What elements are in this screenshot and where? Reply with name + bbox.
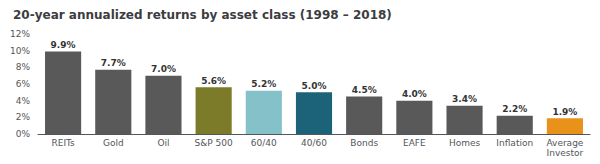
- svg-text:7.0%: 7.0%: [151, 64, 176, 74]
- svg-text:1.9%: 1.9%: [552, 107, 577, 117]
- svg-text:5.0%: 5.0%: [302, 81, 327, 91]
- svg-text:EAFE: EAFE: [403, 138, 426, 148]
- svg-text:S&P 500: S&P 500: [195, 138, 233, 148]
- svg-text:Oil: Oil: [157, 138, 169, 148]
- svg-text:10%: 10%: [10, 46, 30, 56]
- svg-text:8%: 8%: [16, 62, 31, 72]
- svg-text:Homes: Homes: [449, 138, 481, 148]
- svg-text:4.0%: 4.0%: [402, 89, 427, 99]
- svg-text:2%: 2%: [16, 112, 31, 122]
- svg-text:20-year annualized returns by: 20-year annualized returns by asset clas…: [13, 8, 392, 22]
- svg-text:5.2%: 5.2%: [251, 79, 276, 89]
- svg-text:9.9%: 9.9%: [51, 40, 76, 50]
- svg-text:6%: 6%: [16, 79, 31, 89]
- svg-text:12%: 12%: [10, 29, 30, 39]
- svg-text:0%: 0%: [16, 129, 31, 139]
- svg-text:Investor: Investor: [547, 148, 584, 158]
- svg-text:Inflation: Inflation: [496, 138, 533, 148]
- svg-text:4.5%: 4.5%: [352, 85, 377, 95]
- svg-text:Gold: Gold: [103, 138, 124, 148]
- svg-text:Bonds: Bonds: [350, 138, 378, 148]
- svg-text:5.6%: 5.6%: [201, 76, 226, 86]
- svg-text:4%: 4%: [16, 96, 31, 106]
- svg-text:REITs: REITs: [51, 138, 75, 148]
- svg-text:Average: Average: [546, 138, 583, 148]
- svg-text:3.4%: 3.4%: [452, 94, 477, 104]
- svg-text:40/60: 40/60: [301, 138, 327, 148]
- svg-text:7.7%: 7.7%: [101, 58, 126, 68]
- svg-text:60/40: 60/40: [251, 138, 277, 148]
- svg-text:2.2%: 2.2%: [502, 104, 527, 114]
